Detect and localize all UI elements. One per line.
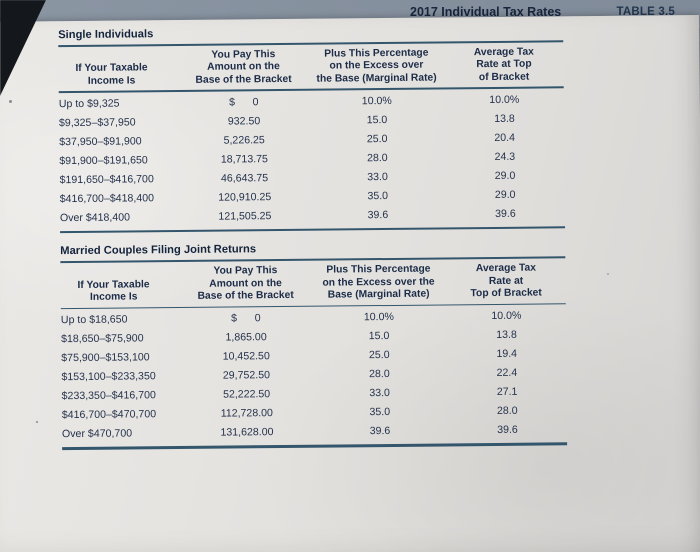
table-cell: 19.4 bbox=[496, 347, 518, 360]
table-cell: 52,222.50 bbox=[222, 388, 271, 401]
table-cell: 33.0 bbox=[367, 170, 388, 183]
table-cell: 39.6 bbox=[369, 425, 391, 438]
table-cell: $153,100–$233,350 bbox=[61, 370, 156, 384]
table-cell: 39.6 bbox=[497, 423, 518, 436]
section-title: Married Couples Filing Joint Returns bbox=[60, 243, 257, 258]
table-cell: 121,505.25 bbox=[218, 209, 272, 223]
table-cell: 1,865.00 bbox=[225, 331, 267, 344]
tax-table-married: Married Couples Filing Joint Returns If … bbox=[60, 240, 582, 450]
column-header: Plus This Percentage on the Excess over … bbox=[316, 47, 437, 85]
column-header: Average Tax Rate at Top of Bracket bbox=[470, 262, 542, 300]
column-header: If Your Taxable Income Is bbox=[77, 279, 150, 303]
table-cell: 25.0 bbox=[366, 132, 388, 145]
table-cell: $37,950–$91,900 bbox=[59, 135, 142, 148]
table-cell: $91,900–$191,650 bbox=[59, 154, 148, 167]
page-content: Single Individuals If Your Taxable Incom… bbox=[58, 24, 582, 462]
table-body: Up to $9,325 $ 0 10.0% 10.0% $9,325–$37,950 9… bbox=[59, 88, 580, 231]
table-cell: 20.4 bbox=[494, 131, 516, 144]
table-cell: 25.0 bbox=[368, 349, 390, 362]
table-row: Over $418,400 121,505.25 39.6 39.6 bbox=[60, 204, 580, 228]
table-body: Up to $18,650 $ 0 10.0% 10.0% $18,650–$75,90… bbox=[61, 304, 582, 447]
table-cell: 18,713.75 bbox=[220, 152, 268, 166]
page-title: 2017 Individual Tax Rates bbox=[410, 5, 562, 19]
table-cell: 13.8 bbox=[494, 112, 515, 125]
table-cell: 28.0 bbox=[496, 404, 518, 417]
table-cell: 29,752.50 bbox=[222, 369, 271, 382]
table-cell: $416,700–$418,400 bbox=[59, 191, 155, 205]
table-cell: $191,650–$416,700 bbox=[59, 172, 154, 186]
table-cell: 10.0% bbox=[363, 310, 394, 324]
table-cell: 28.0 bbox=[369, 368, 390, 381]
table-cell: 120,910.25 bbox=[218, 190, 272, 204]
photo-speckle bbox=[36, 421, 38, 423]
paper-page: Single Individuals If Your Taxable Incom… bbox=[0, 15, 700, 552]
table-cell: 29.0 bbox=[494, 188, 516, 201]
column-header: You Pay This Amount on the Base of the B… bbox=[195, 49, 292, 86]
section-title: Single Individuals bbox=[58, 28, 154, 42]
table-cell: Over $418,400 bbox=[59, 211, 131, 224]
table-cell: $75,900–$153,100 bbox=[61, 351, 150, 365]
column-header: If Your Taxable Income Is bbox=[75, 62, 148, 87]
table-cell: 15.0 bbox=[368, 330, 390, 343]
table-cell: 13.8 bbox=[496, 328, 517, 341]
table-cell: 35.0 bbox=[367, 189, 389, 202]
table-cell: 35.0 bbox=[369, 406, 391, 419]
table-cell: 24.3 bbox=[494, 150, 516, 163]
column-header: Plus This Percentage on the Excess over … bbox=[322, 263, 435, 301]
table-cell: 10.0% bbox=[491, 309, 522, 323]
photo-speckle bbox=[607, 273, 609, 275]
column-header: Average Tax Rate at Top of Bracket bbox=[473, 46, 534, 83]
tax-table-single: Single Individuals If Your Taxable Incom… bbox=[58, 24, 580, 234]
table-row: Over $470,700 131,628.00 39.6 39.6 bbox=[62, 420, 582, 444]
table-cell: Up to $18,650 bbox=[60, 313, 128, 327]
table-cell: 28.0 bbox=[366, 151, 388, 164]
table-cell: $ 0 bbox=[231, 312, 261, 325]
photo-speckle bbox=[9, 100, 12, 103]
table-cell: $233,350–$416,700 bbox=[61, 389, 156, 403]
table-cell: 33.0 bbox=[369, 387, 390, 400]
table-cell: 5,226.25 bbox=[223, 133, 265, 147]
table-cell: 112,728.00 bbox=[220, 407, 273, 420]
table-cell: 39.6 bbox=[495, 207, 516, 220]
table-header-row: If Your Taxable Income Is You Pay This A… bbox=[60, 258, 580, 307]
table-cell: Over $470,700 bbox=[61, 427, 133, 441]
table-cell: $ 0 bbox=[229, 95, 259, 109]
table-cell: Up to $9,325 bbox=[58, 97, 120, 110]
table-cell: 27.1 bbox=[496, 385, 518, 398]
table-cell: 29.0 bbox=[494, 169, 516, 182]
table-cell: 131,628.00 bbox=[220, 426, 274, 439]
table-cell: 39.6 bbox=[367, 208, 389, 221]
table-cell: 22.4 bbox=[496, 366, 518, 379]
table-cell: $9,325–$37,950 bbox=[58, 116, 136, 129]
table-cell: 10.0% bbox=[489, 93, 520, 106]
table-cell: $18,650–$75,900 bbox=[61, 332, 144, 346]
table-cell: 10,452.50 bbox=[222, 350, 270, 363]
column-header: You Pay This Amount on the Base of the B… bbox=[197, 265, 294, 302]
table-cell: 46,643.75 bbox=[220, 171, 269, 185]
table-cell: 932.50 bbox=[227, 114, 261, 128]
table-cell: 15.0 bbox=[366, 113, 388, 126]
table-cell: 10.0% bbox=[361, 94, 392, 107]
table-header-row: If Your Taxable Income Is You Pay This A… bbox=[58, 42, 578, 91]
table-cell: $416,700–$470,700 bbox=[61, 408, 157, 422]
